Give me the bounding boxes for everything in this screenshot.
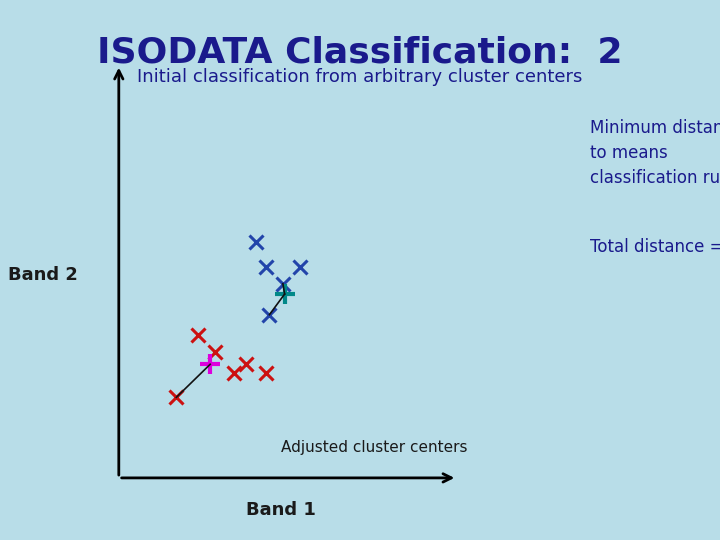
Text: Minimum distance
to means
classification rule: Minimum distance to means classification… bbox=[590, 119, 720, 187]
Text: Band 2: Band 2 bbox=[8, 266, 78, 285]
Text: Total distance = 54: Total distance = 54 bbox=[590, 238, 720, 255]
Text: Band 1: Band 1 bbox=[246, 501, 316, 519]
Text: Initial classification from arbitrary cluster centers: Initial classification from arbitrary cl… bbox=[138, 68, 582, 85]
Text: Adjusted cluster centers: Adjusted cluster centers bbox=[281, 440, 468, 455]
Text: ISODATA Classification:  2: ISODATA Classification: 2 bbox=[97, 35, 623, 69]
